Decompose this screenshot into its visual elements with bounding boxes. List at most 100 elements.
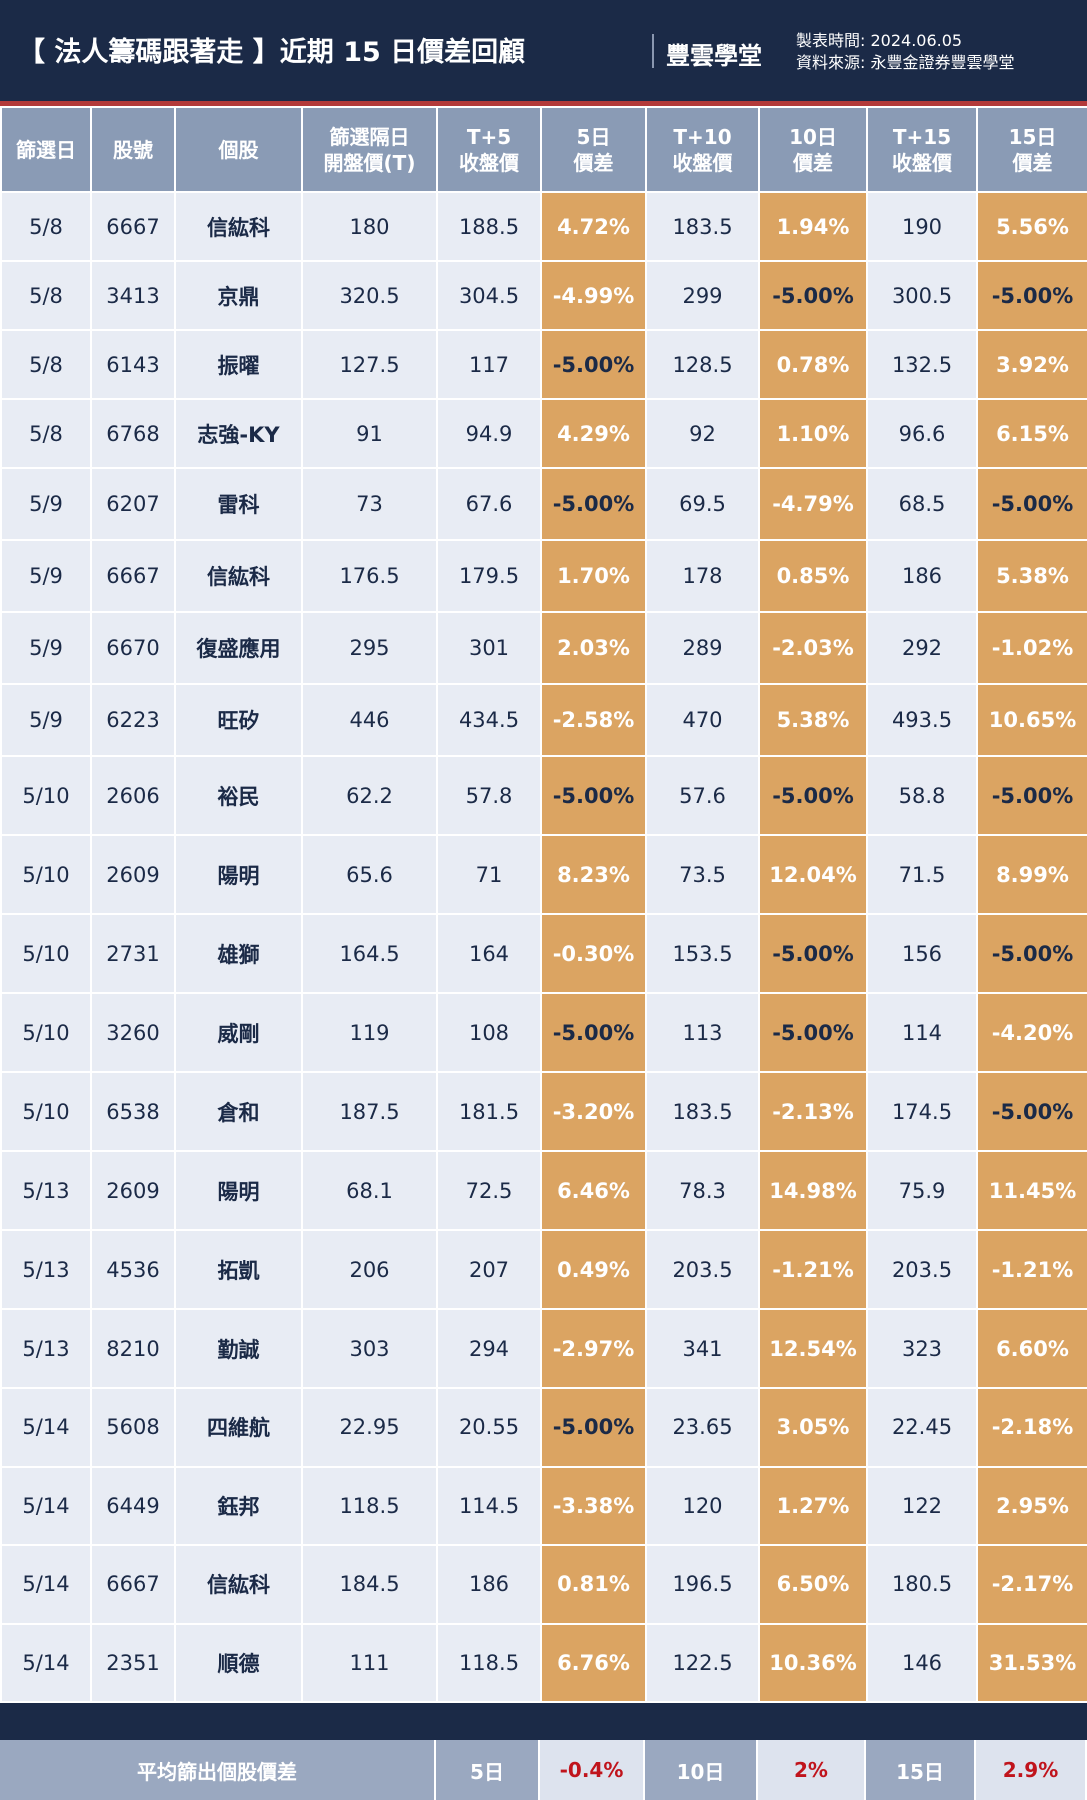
cell: 6667	[90, 191, 176, 262]
cell: 6670	[90, 611, 176, 685]
cell: 5/14	[0, 1544, 92, 1625]
cell: 113	[645, 992, 760, 1073]
cell: 信紘科	[174, 1544, 303, 1625]
cell: -1.21%	[758, 1229, 868, 1310]
cell: 5/14	[0, 1465, 92, 1546]
cell: 289	[645, 611, 760, 685]
cell: 雄獅	[174, 913, 303, 994]
cell: 10.65%	[976, 683, 1087, 757]
cell: 四維航	[174, 1387, 303, 1468]
cell: 志強-KY	[174, 398, 303, 469]
cell: 111	[301, 1622, 438, 1703]
cell: 196.5	[645, 1544, 760, 1625]
cell: 153.5	[645, 913, 760, 994]
cell: 0.81%	[540, 1544, 647, 1625]
column-header: T+10 收盤價	[645, 106, 760, 193]
cell: 6449	[90, 1465, 176, 1546]
cell: -5.00%	[976, 260, 1087, 331]
cell: 181.5	[436, 1071, 542, 1152]
cell: 5/8	[0, 260, 92, 331]
cell: 6143	[90, 329, 176, 400]
table-row: 5/10 2731 雄獅 164.5 164 -0.30% 153.5 -5.00% 156 -5…	[0, 913, 1087, 994]
logo: 豐雲學堂	[666, 42, 762, 70]
cell: 186	[866, 539, 978, 613]
cell: 6667	[90, 539, 176, 613]
cell: -1.21%	[976, 1229, 1087, 1310]
cell: 203.5	[866, 1229, 978, 1310]
cell: -5.00%	[540, 329, 647, 400]
cell: -0.30%	[540, 913, 647, 994]
footer-band	[0, 1703, 1087, 1740]
cell: 294	[436, 1308, 542, 1389]
table: 篩選日 股號 個股 篩選隔日 開盤價(T) T+5 收盤價 5日 價差 T+10 收盤價 10…	[0, 106, 1087, 1703]
cell: 190	[866, 191, 978, 262]
cell: 23.65	[645, 1387, 760, 1468]
cell: 2609	[90, 834, 176, 915]
cell: 94.9	[436, 398, 542, 469]
cell: 73.5	[645, 834, 760, 915]
cell: 6.76%	[540, 1622, 647, 1703]
divider	[652, 34, 654, 68]
cell: 5/8	[0, 191, 92, 262]
header-row: 篩選日 股號 個股 篩選隔日 開盤價(T) T+5 收盤價 5日 價差 T+10 收盤價 10…	[0, 106, 1087, 193]
summary-period: 10日	[645, 1740, 758, 1800]
cell: 31.53%	[976, 1622, 1087, 1703]
table-row: 5/10 2609 陽明 65.6 71 8.23% 73.5 12.04% 71.5 8.99%	[0, 834, 1087, 915]
cell: 6538	[90, 1071, 176, 1152]
cell: 207	[436, 1229, 542, 1310]
column-header: T+5 收盤價	[436, 106, 542, 193]
made-time: 製表時間: 2024.06.05	[796, 31, 963, 50]
cell: 14.98%	[758, 1150, 868, 1231]
cell: 5/10	[0, 1071, 92, 1152]
cell: 303	[301, 1308, 438, 1389]
cell: 8.99%	[976, 834, 1087, 915]
table-row: 5/9 6207 雷科 73 67.6 -5.00% 69.5 -4.79% 68.5 -5.00…	[0, 467, 1087, 541]
cell: 114	[866, 992, 978, 1073]
cell: 187.5	[301, 1071, 438, 1152]
cell: 178	[645, 539, 760, 613]
table-row: 5/9 6670 復盛應用 295 301 2.03% 289 -2.03% 292 -1.02%	[0, 611, 1087, 685]
summary-value: 2%	[758, 1740, 866, 1800]
column-header: 15日 價差	[976, 106, 1087, 193]
table-row: 5/8 6667 信紘科 180 188.5 4.72% 183.5 1.94% 190 5.56…	[0, 191, 1087, 262]
cell: 8210	[90, 1308, 176, 1389]
cell: 20.55	[436, 1387, 542, 1468]
source: 資料來源: 永豐金證券豐雲學堂	[796, 53, 1015, 72]
cell: 拓凱	[174, 1229, 303, 1310]
cell: 118.5	[436, 1622, 542, 1703]
cell: -5.00%	[540, 992, 647, 1073]
cell: 300.5	[866, 260, 978, 331]
cell: 186	[436, 1544, 542, 1625]
table-row: 5/10 2606 裕民 62.2 57.8 -5.00% 57.6 -5.00% 58.8 -5…	[0, 755, 1087, 836]
cell: 2.03%	[540, 611, 647, 685]
cell: 2609	[90, 1150, 176, 1231]
cell: 0.78%	[758, 329, 868, 400]
cell: 5/9	[0, 467, 92, 541]
title: 【 法人籌碼跟著走 】近期 15 日價差回顧	[18, 37, 526, 68]
cell: -3.20%	[540, 1071, 647, 1152]
cell: 183.5	[645, 191, 760, 262]
cell: 57.6	[645, 755, 760, 836]
cell: 倉和	[174, 1071, 303, 1152]
cell: 0.49%	[540, 1229, 647, 1310]
cell: 72.5	[436, 1150, 542, 1231]
cell: 陽明	[174, 1150, 303, 1231]
cell: 91	[301, 398, 438, 469]
cell: 5/9	[0, 683, 92, 757]
cell: 132.5	[866, 329, 978, 400]
cell: 75.9	[866, 1150, 978, 1231]
summary-value: -0.4%	[540, 1740, 645, 1800]
cell: 6667	[90, 1544, 176, 1625]
cell: 493.5	[866, 683, 978, 757]
cell: -1.02%	[976, 611, 1087, 685]
top-bar: 【 法人籌碼跟著走 】近期 15 日價差回顧 豐雲學堂 製表時間: 2024.0…	[0, 0, 1087, 106]
cell: 68.5	[866, 467, 978, 541]
cell: -5.00%	[976, 755, 1087, 836]
cell: 5/13	[0, 1308, 92, 1389]
cell: -5.00%	[758, 913, 868, 994]
cell: 434.5	[436, 683, 542, 757]
cell: -5.00%	[540, 755, 647, 836]
column-header: 10日 價差	[758, 106, 868, 193]
cell: 68.1	[301, 1150, 438, 1231]
cell: 71	[436, 834, 542, 915]
